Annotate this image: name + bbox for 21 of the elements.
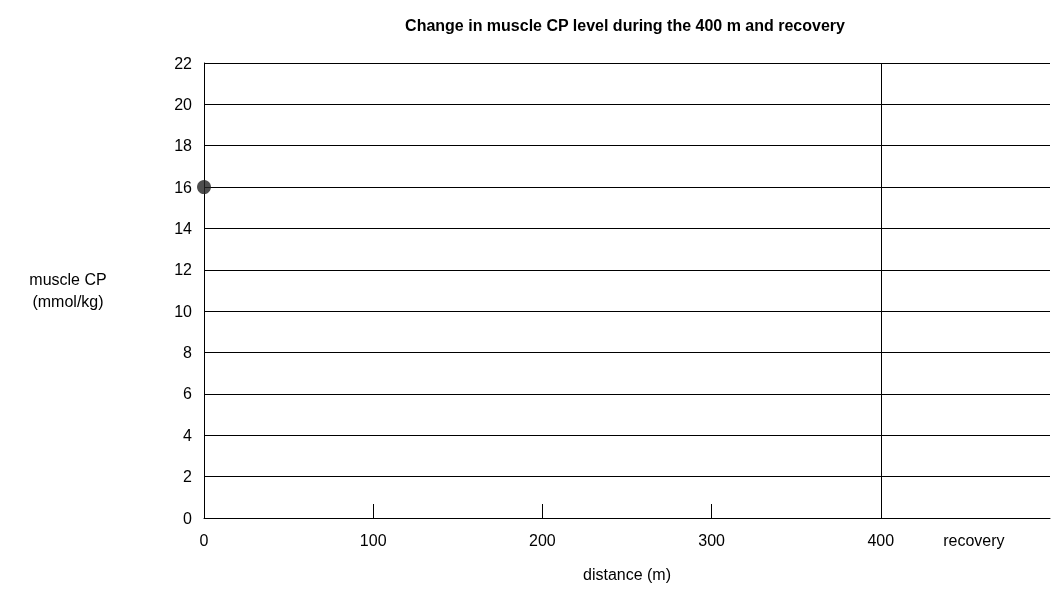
y-tick-label: 10 bbox=[174, 302, 193, 320]
y-tick-label: 16 bbox=[174, 178, 193, 196]
y-tick-label: 22 bbox=[174, 54, 193, 72]
x-tick-label: recovery bbox=[943, 531, 1005, 549]
y-tick-label: 14 bbox=[174, 219, 193, 237]
x-tick-label: 0 bbox=[199, 531, 209, 549]
y-tick-label: 0 bbox=[183, 509, 193, 527]
y-tick-label: 6 bbox=[183, 385, 193, 403]
x-axis-title: distance (m) bbox=[582, 565, 672, 583]
y-tick-label: 12 bbox=[174, 261, 193, 279]
x-tick-label: 200 bbox=[529, 531, 556, 549]
x-tick-label: 400 bbox=[867, 531, 895, 549]
x-tick-label: 100 bbox=[359, 531, 387, 549]
x-tick-label: 300 bbox=[698, 531, 726, 549]
chart-title: Change in muscle CP level during the 400 m and recovery bbox=[405, 16, 846, 34]
y-tick-label: 18 bbox=[174, 137, 193, 155]
y-tick-label: 4 bbox=[183, 426, 193, 444]
y-axis-title: muscle CP (mmol/kg) bbox=[29, 271, 107, 310]
y-tick-label: 8 bbox=[183, 344, 193, 362]
y-tick-label: 2 bbox=[183, 468, 193, 486]
y-tick-label: 20 bbox=[174, 95, 193, 113]
